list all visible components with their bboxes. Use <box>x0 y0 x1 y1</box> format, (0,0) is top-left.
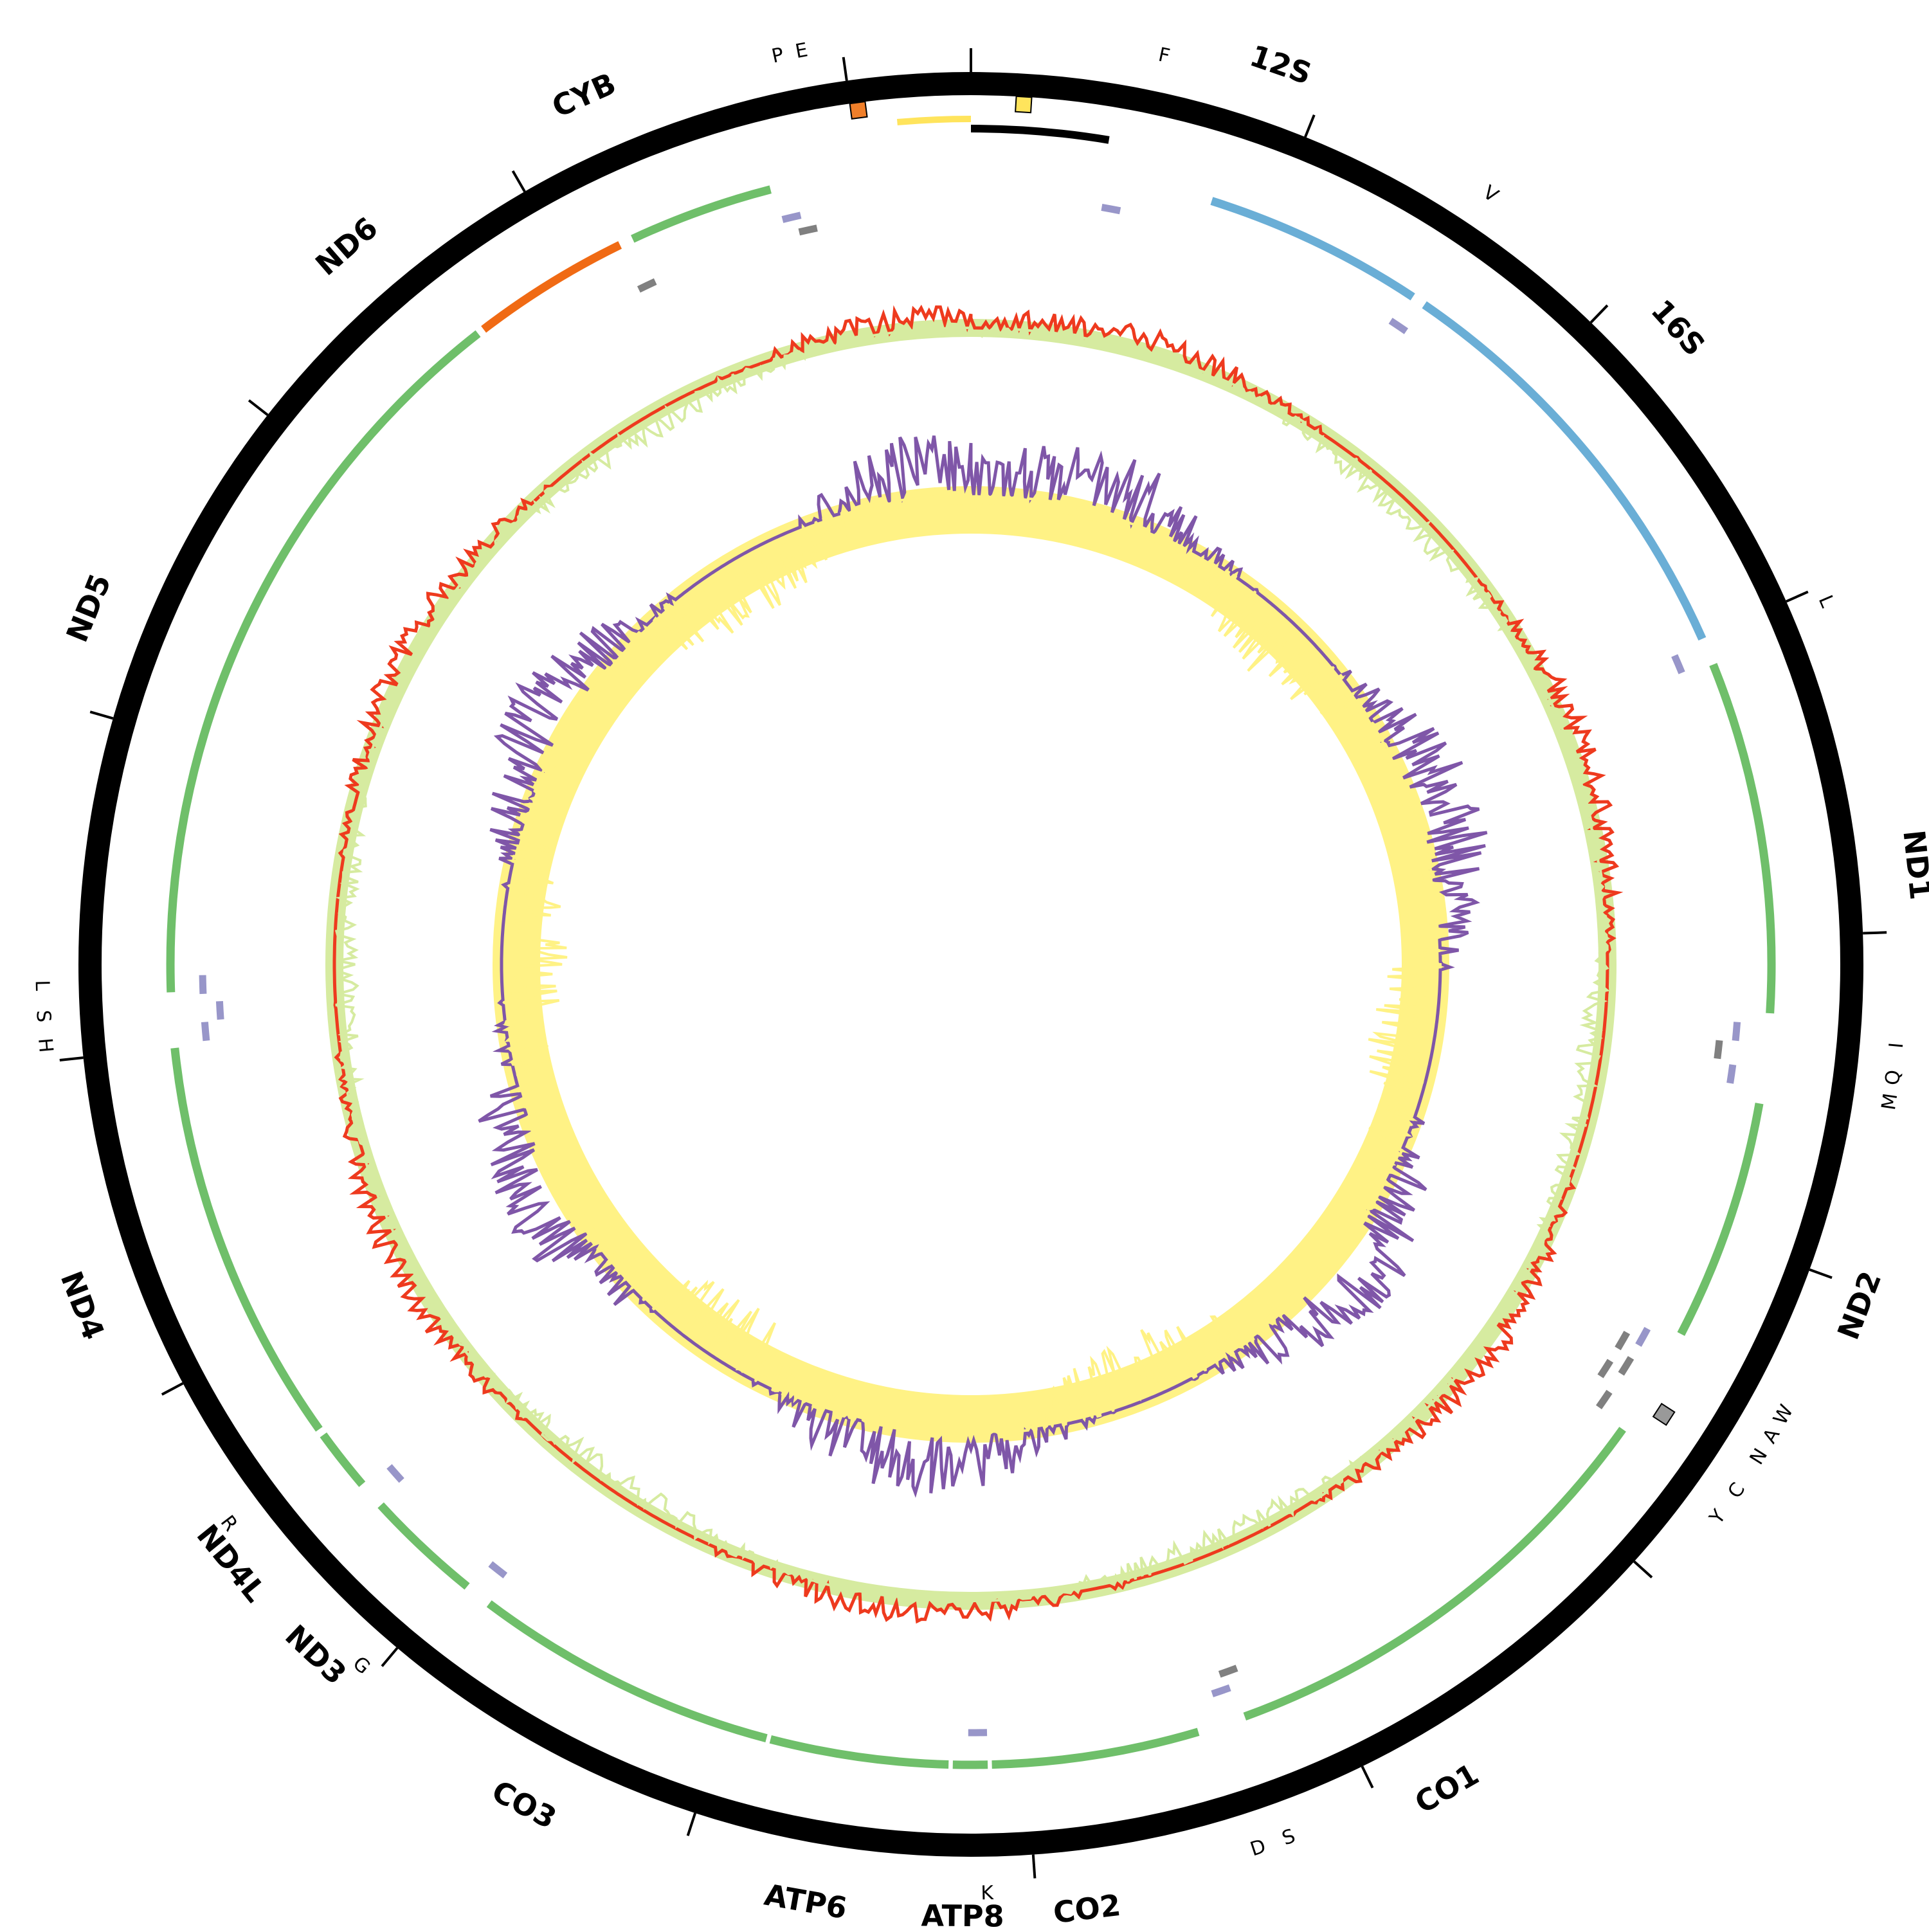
trna-mark-16 <box>204 1022 206 1041</box>
trna-label-4: Q <box>1881 1069 1905 1087</box>
trna-label-10: Y <box>1705 1505 1730 1529</box>
trna-label-2: L <box>1814 592 1839 611</box>
scale-tick-2 <box>1591 305 1608 323</box>
gene-label-13: ND6 <box>309 210 384 282</box>
gene-arc-16s <box>1424 305 1702 639</box>
gene-arc-co1 <box>1245 1429 1623 1717</box>
trna-mark-21 <box>799 228 817 232</box>
trna-label-16: H <box>33 1037 57 1054</box>
scale-tick-3 <box>1786 591 1808 601</box>
origin-marker-orange <box>850 102 867 119</box>
control-region-bar <box>971 129 1109 140</box>
trna-mark-5 <box>1730 1065 1733 1083</box>
scale-tick-15 <box>513 171 525 192</box>
scale-tick-16 <box>844 57 847 81</box>
gene-label-0: 12S <box>1245 38 1316 91</box>
gene-label-1: 16S <box>1644 293 1712 363</box>
scale-tick-5 <box>1809 1270 1832 1278</box>
trna-mark-1 <box>1391 321 1406 331</box>
scale-tick-8 <box>1033 1855 1035 1879</box>
trna-label-12: D <box>1247 1835 1269 1861</box>
trna-mark-10 <box>1599 1392 1610 1407</box>
gene-arc-nd6 <box>484 245 620 329</box>
gene-arc-nd4l <box>323 1435 363 1485</box>
gene-label-12: ND5 <box>59 569 118 647</box>
trna-label-13: K <box>981 1882 995 1904</box>
gene-arc-nd1 <box>1713 665 1771 1013</box>
gene-arc-co2 <box>992 1732 1199 1765</box>
gene-label-11: ND4 <box>54 1267 111 1344</box>
trna-label-6: W <box>1769 1401 1798 1429</box>
trna-mark-20 <box>783 215 801 220</box>
scale-tick-11 <box>162 1384 183 1395</box>
trna-mark-7 <box>1618 1333 1627 1349</box>
trna-label-17: S <box>32 1009 55 1023</box>
trna-mark-0 <box>1101 207 1120 210</box>
trna-mark-12 <box>1220 1668 1237 1675</box>
trna-label-8: N <box>1746 1445 1773 1469</box>
scale-tick-9 <box>688 1813 695 1836</box>
trna-label-3: I <box>1885 1042 1908 1049</box>
trna-mark-19 <box>638 282 655 289</box>
scale-tick-14 <box>249 401 267 415</box>
gene-label-10: ND4L <box>190 1518 273 1609</box>
trna-mark-3 <box>1735 1022 1737 1041</box>
gene-label-8: CO3 <box>486 1773 562 1836</box>
trna-label-5: M <box>1878 1092 1902 1112</box>
scale-tick-1 <box>1305 115 1314 137</box>
trna-mark-2 <box>1674 656 1681 673</box>
trna-label-18: L <box>31 980 53 991</box>
scale-tick-6 <box>1634 1562 1651 1578</box>
trna-mark-17 <box>219 1001 221 1020</box>
gene-label-9: ND3 <box>278 1618 353 1692</box>
origin-marker-grey <box>1653 1404 1674 1425</box>
scale-tick-13 <box>90 712 113 718</box>
trna-label-19: P <box>770 44 786 68</box>
control-region-arc <box>897 119 971 122</box>
trna-mark-14 <box>491 1564 505 1576</box>
scale-tick-12 <box>60 1058 84 1060</box>
gc-content-track-positive <box>479 436 1487 1494</box>
gene-arc-12s <box>1211 201 1413 297</box>
gene-label-7: ATP6 <box>762 1877 850 1926</box>
gene-arc-cyb <box>633 190 771 239</box>
trna-label-11: S <box>1279 1825 1298 1850</box>
gene-arc-nd5 <box>170 334 478 993</box>
gene-label-14: CYB <box>547 66 620 125</box>
trna-label-0: F <box>1156 44 1172 68</box>
trna-mark-9 <box>1600 1361 1610 1377</box>
trna-label-1: V <box>1479 181 1503 208</box>
trna-label-9: C <box>1724 1479 1750 1503</box>
trna-mark-11 <box>1212 1688 1230 1694</box>
gene-label-5: CO2 <box>1051 1888 1123 1929</box>
gene-arc-nd2 <box>1681 1103 1759 1334</box>
trna-label-14: G <box>349 1652 375 1679</box>
scale-tick-10 <box>382 1648 397 1666</box>
scale-tick-7 <box>1362 1767 1372 1788</box>
trna-label-20: E <box>793 39 810 63</box>
scale-tick-4 <box>1863 932 1887 933</box>
gene-arc-atp6 <box>770 1739 948 1764</box>
trna-label-7: A <box>1759 1424 1785 1447</box>
gene-label-4: CO1 <box>1409 1756 1485 1820</box>
trna-mark-4 <box>1717 1040 1719 1058</box>
origin-marker-yellow <box>1015 96 1031 113</box>
trna-mark-8 <box>1621 1358 1631 1374</box>
gene-label-3: ND2 <box>1831 1267 1888 1344</box>
trna-mark-6 <box>1638 1329 1647 1346</box>
gene-arc-nd3 <box>381 1505 467 1586</box>
gene-label-2: ND1 <box>1896 828 1929 901</box>
trna-mark-15 <box>389 1467 401 1481</box>
